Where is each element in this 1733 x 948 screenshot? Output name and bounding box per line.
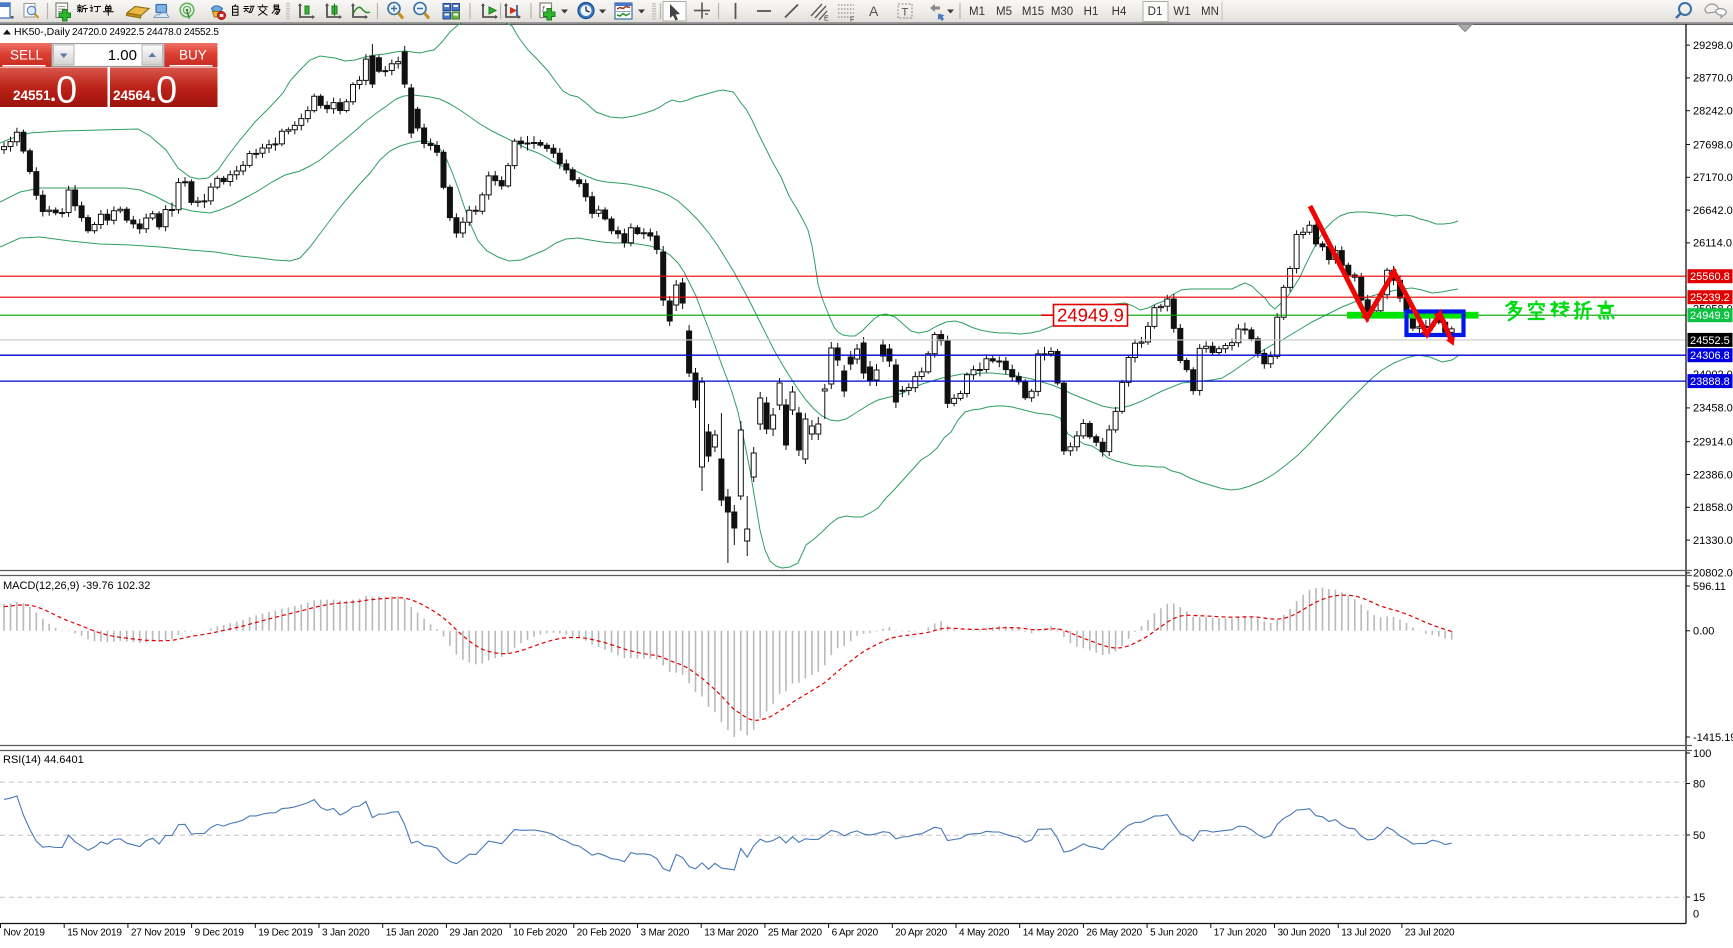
svg-text:15 Jan 2020: 15 Jan 2020 xyxy=(386,928,439,939)
svg-text:27698.0: 27698.0 xyxy=(1693,139,1733,151)
svg-text:D1: D1 xyxy=(1148,6,1163,18)
svg-text:.: . xyxy=(50,81,56,106)
svg-text:596.11: 596.11 xyxy=(1693,581,1726,593)
svg-text:27170.0: 27170.0 xyxy=(1693,172,1733,184)
svg-text:9 Dec 2019: 9 Dec 2019 xyxy=(195,928,245,939)
svg-text:24552.5: 24552.5 xyxy=(1690,335,1730,347)
svg-text:100: 100 xyxy=(1693,748,1711,760)
svg-text:M30: M30 xyxy=(1051,6,1073,18)
svg-text:H1: H1 xyxy=(1084,6,1099,18)
svg-text:3 Jan 2020: 3 Jan 2020 xyxy=(322,928,370,939)
svg-text:24949.9: 24949.9 xyxy=(1057,305,1124,326)
svg-text:-1415.19: -1415.19 xyxy=(1693,732,1733,744)
svg-text:28770.0: 28770.0 xyxy=(1693,73,1733,85)
svg-text:24306.8: 24306.8 xyxy=(1690,350,1730,362)
svg-text:21858.0: 21858.0 xyxy=(1693,502,1733,514)
svg-text:29298.0: 29298.0 xyxy=(1693,40,1733,52)
svg-text:MN: MN xyxy=(1201,6,1219,18)
svg-text:M1: M1 xyxy=(969,6,985,18)
svg-text:f: f xyxy=(542,5,545,14)
svg-text:25560.8: 25560.8 xyxy=(1690,271,1730,283)
svg-text:HK50-,Daily: HK50-,Daily xyxy=(14,26,71,38)
svg-text:25239.2: 25239.2 xyxy=(1690,292,1730,304)
svg-text:80: 80 xyxy=(1693,778,1705,790)
svg-text:22386.0: 22386.0 xyxy=(1693,469,1733,481)
svg-text:24551: 24551 xyxy=(13,88,51,103)
svg-text:W1: W1 xyxy=(1173,6,1190,18)
svg-text:24720.0 24922.5 24478.0 24552.: 24720.0 24922.5 24478.0 24552.5 xyxy=(72,27,219,38)
svg-text:28242.0: 28242.0 xyxy=(1693,106,1733,118)
svg-text:.: . xyxy=(150,81,156,106)
svg-text:0: 0 xyxy=(1693,909,1699,921)
svg-text:20802.0: 20802.0 xyxy=(1693,568,1733,580)
svg-text:SELL: SELL xyxy=(10,48,44,63)
svg-text:26642.0: 26642.0 xyxy=(1693,205,1733,217)
svg-text:15 Nov 2019: 15 Nov 2019 xyxy=(67,928,122,939)
svg-text:30 Jun 2020: 30 Jun 2020 xyxy=(1278,928,1331,939)
svg-text:23 Jul 2020: 23 Jul 2020 xyxy=(1405,928,1455,939)
svg-text:BUY: BUY xyxy=(179,48,207,63)
svg-text:5 Jun 2020: 5 Jun 2020 xyxy=(1150,928,1198,939)
svg-text:20 Feb 2020: 20 Feb 2020 xyxy=(577,928,632,939)
svg-text:1.00: 1.00 xyxy=(108,47,137,64)
svg-text:23888.8: 23888.8 xyxy=(1690,376,1730,388)
svg-text:23458.0: 23458.0 xyxy=(1693,403,1733,415)
svg-text:M5: M5 xyxy=(996,6,1012,18)
svg-text:50: 50 xyxy=(1693,830,1705,842)
svg-text:M15: M15 xyxy=(1022,6,1044,18)
svg-text:14 May 2020: 14 May 2020 xyxy=(1023,928,1079,939)
svg-text:0: 0 xyxy=(156,70,177,112)
svg-text:27 Nov 2019: 27 Nov 2019 xyxy=(131,928,186,939)
svg-text:0.00: 0.00 xyxy=(1693,626,1714,638)
svg-text:19 Dec 2019: 19 Dec 2019 xyxy=(258,928,313,939)
svg-text:RSI(14) 44.6401: RSI(14) 44.6401 xyxy=(3,754,84,766)
svg-text:20 Apr 2020: 20 Apr 2020 xyxy=(895,928,947,939)
svg-text:26 May 2020: 26 May 2020 xyxy=(1086,928,1142,939)
svg-text:15: 15 xyxy=(1693,892,1705,904)
svg-text:25 Mar 2020: 25 Mar 2020 xyxy=(768,928,823,939)
svg-text:H4: H4 xyxy=(1112,6,1127,18)
svg-text:24564: 24564 xyxy=(113,88,151,103)
svg-text:13 Jul 2020: 13 Jul 2020 xyxy=(1341,928,1391,939)
svg-text:F: F xyxy=(850,17,854,24)
svg-text:24949.9: 24949.9 xyxy=(1690,310,1730,322)
svg-text:29 Jan 2020: 29 Jan 2020 xyxy=(449,928,502,939)
svg-text:3 Mar 2020: 3 Mar 2020 xyxy=(641,928,690,939)
svg-text:26114.0: 26114.0 xyxy=(1693,238,1732,250)
svg-text:13 Mar 2020: 13 Mar 2020 xyxy=(704,928,759,939)
svg-text:22914.0: 22914.0 xyxy=(1693,436,1733,448)
svg-text:21330.0: 21330.0 xyxy=(1693,535,1733,547)
svg-text:MACD(12,26,9) -39.76 102.32: MACD(12,26,9) -39.76 102.32 xyxy=(3,580,150,592)
svg-text:17 Jun 2020: 17 Jun 2020 xyxy=(1214,928,1267,939)
svg-text:6 Apr 2020: 6 Apr 2020 xyxy=(832,928,879,939)
svg-text:4 May 2020: 4 May 2020 xyxy=(959,928,1010,939)
svg-text:Nov 2019: Nov 2019 xyxy=(4,928,46,939)
svg-text:10 Feb 2020: 10 Feb 2020 xyxy=(513,928,568,939)
svg-text:A: A xyxy=(869,3,879,19)
svg-text:E: E xyxy=(824,16,829,23)
svg-text:T: T xyxy=(902,7,909,19)
svg-text:0: 0 xyxy=(56,70,77,112)
